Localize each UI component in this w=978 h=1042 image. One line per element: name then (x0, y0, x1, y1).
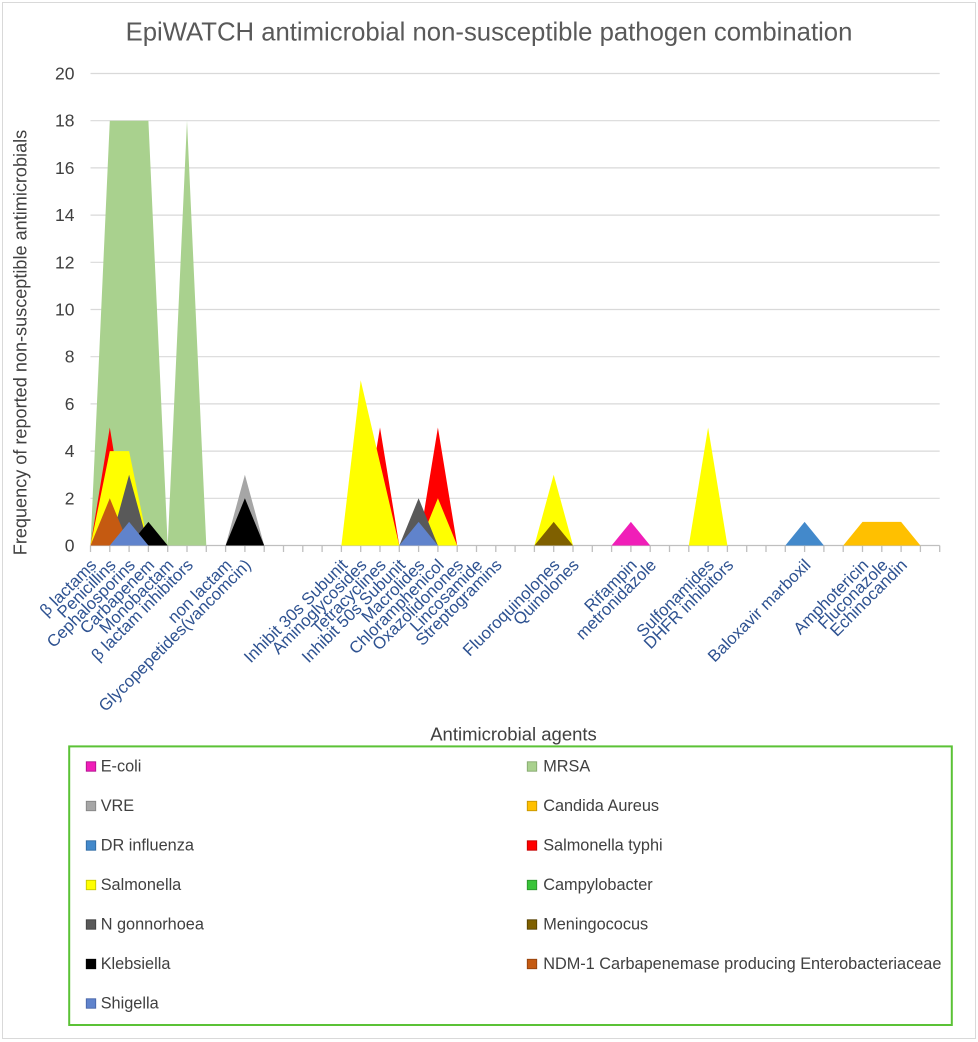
svg-text:Frequency of reported non-susc: Frequency of reported non-susceptible an… (11, 130, 31, 555)
svg-text:MRSA: MRSA (543, 758, 590, 776)
svg-text:NDM-1 Carbapenemase producing: NDM-1 Carbapenemase producing Enterobact… (543, 955, 941, 973)
svg-text:Antimicrobial agents: Antimicrobial agents (430, 724, 597, 745)
svg-text:16: 16 (55, 158, 74, 178)
svg-text:Salmonella: Salmonella (101, 876, 182, 894)
svg-text:8: 8 (65, 347, 75, 367)
svg-text:2: 2 (65, 488, 75, 508)
svg-text:10: 10 (55, 300, 75, 320)
svg-text:E-coli: E-coli (101, 758, 142, 776)
svg-text:Shigella: Shigella (101, 995, 160, 1013)
svg-text:Meningococus: Meningococus (543, 916, 648, 934)
svg-text:EpiWATCH antimicrobial non-sus: EpiWATCH antimicrobial non-susceptible p… (126, 19, 853, 47)
svg-text:Campylobacter: Campylobacter (543, 876, 653, 894)
svg-text:20: 20 (55, 64, 75, 84)
svg-text:4: 4 (65, 441, 75, 461)
svg-text:Klebsiella: Klebsiella (101, 955, 172, 973)
svg-text:DR influenza: DR influenza (101, 837, 195, 855)
svg-text:VRE: VRE (101, 797, 135, 815)
svg-text:Salmonella typhi: Salmonella typhi (543, 837, 662, 855)
svg-text:0: 0 (65, 536, 75, 556)
svg-text:6: 6 (65, 394, 75, 414)
svg-text:12: 12 (55, 252, 74, 272)
svg-text:Candida Aureus: Candida Aureus (543, 797, 659, 815)
svg-text:14: 14 (55, 205, 75, 225)
svg-text:18: 18 (55, 111, 74, 131)
svg-text:N gonnorhoea: N gonnorhoea (101, 916, 205, 934)
